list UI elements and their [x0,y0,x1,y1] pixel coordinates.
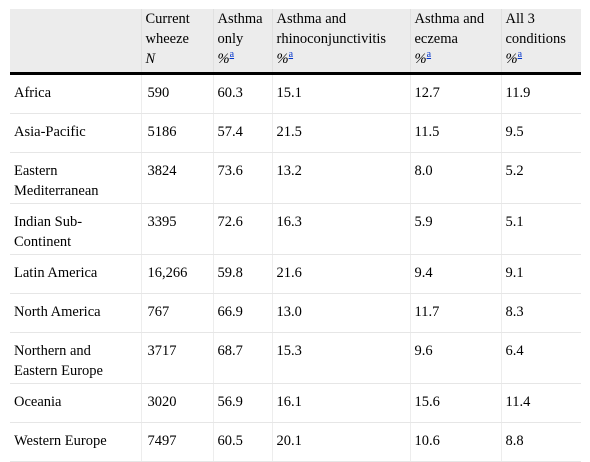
value-cell: 60.5 [213,422,273,462]
value-cell: 767 [141,293,214,333]
value-cell: 8.0 [410,152,502,204]
table-row: Eastern Mediterranean 3824 73.6 13.2 8.0… [10,152,581,204]
table-row: North America 767 66.9 13.0 11.7 8.3 [10,293,581,333]
value-cell: 3824 [141,152,214,204]
value-cell: 11.4 [501,383,581,423]
value-cell: 11.9 [501,73,581,114]
header-asthma-eczema: Asthma and eczema %a [410,9,502,75]
header-all-three-conditions: All 3 conditions %a [501,9,581,75]
table-row: Africa 590 60.3 15.1 12.7 11.9 [10,73,581,114]
value-cell: 5.2 [501,152,581,204]
footnote-link[interactable]: a [517,49,523,61]
value-cell: 9.6 [410,332,502,384]
value-cell: 6.4 [501,332,581,384]
header-asthma-only: Asthma only %a [213,9,273,75]
value-cell: 9.5 [501,113,581,153]
header-current-wheeze: Current wheeze N [141,9,214,75]
header-asthma-rhinoconjunctivitis: Asthma and rhinoconjunctivitis %a [272,9,411,75]
value-cell: 5.9 [410,203,502,255]
value-cell: 8.8 [501,422,581,462]
region-cell: Western Europe [10,422,142,462]
table-row: Latin America 16,266 59.8 21.6 9.4 9.1 [10,254,581,294]
value-cell: 9.4 [410,254,502,294]
value-cell: 7497 [141,422,214,462]
value-cell: 15.1 [272,73,411,114]
table-row: Asia-Pacific 5186 57.4 21.5 11.5 9.5 [10,113,581,153]
region-cell: Asia-Pacific [10,113,142,153]
value-cell: 21.6 [272,254,411,294]
value-cell: 21.5 [272,113,411,153]
region-cell: North America [10,293,142,333]
value-cell: 68.7 [213,332,273,384]
value-cell: 72.6 [213,203,273,255]
value-cell: 16.3 [272,203,411,255]
value-cell: 10.6 [410,422,502,462]
value-cell: 73.6 [213,152,273,204]
region-cell: Eastern Mediterranean [10,152,142,204]
value-cell: 15.3 [272,332,411,384]
region-cell: Oceania [10,383,142,423]
value-cell: 66.9 [213,293,273,333]
footnote-link[interactable]: a [426,49,432,61]
value-cell: 590 [141,73,214,114]
value-cell: 9.1 [501,254,581,294]
value-cell: 57.4 [213,113,273,153]
value-cell: 11.7 [410,293,502,333]
data-table-container: Current wheeze N Asthma only %a Asthma a… [10,9,581,462]
value-cell: 5.1 [501,203,581,255]
region-cell: Indian Sub-Continent [10,203,142,255]
value-cell: 16,266 [141,254,214,294]
value-cell: 3395 [141,203,214,255]
table-row: Northern and Eastern Europe 3717 68.7 15… [10,332,581,384]
table-row: Indian Sub-Continent 3395 72.6 16.3 5.9 … [10,203,581,255]
value-cell: 11.5 [410,113,502,153]
footnote-link[interactable]: a [288,49,294,61]
table-row: Western Europe 7497 60.5 20.1 10.6 8.8 [10,422,581,462]
value-cell: 5186 [141,113,214,153]
value-cell: 3020 [141,383,214,423]
region-cell: Africa [10,73,142,114]
footnote-link[interactable]: a [229,49,235,61]
value-cell: 13.0 [272,293,411,333]
region-cell: Northern and Eastern Europe [10,332,142,384]
value-cell: 8.3 [501,293,581,333]
value-cell: 20.1 [272,422,411,462]
header-row: Current wheeze N Asthma only %a Asthma a… [10,9,581,75]
value-cell: 12.7 [410,73,502,114]
header-region [10,9,142,75]
value-cell: 59.8 [213,254,273,294]
value-cell: 60.3 [213,73,273,114]
value-cell: 13.2 [272,152,411,204]
value-cell: 3717 [141,332,214,384]
region-cell: Latin America [10,254,142,294]
asthma-comorbidity-table: Current wheeze N Asthma only %a Asthma a… [10,9,581,462]
